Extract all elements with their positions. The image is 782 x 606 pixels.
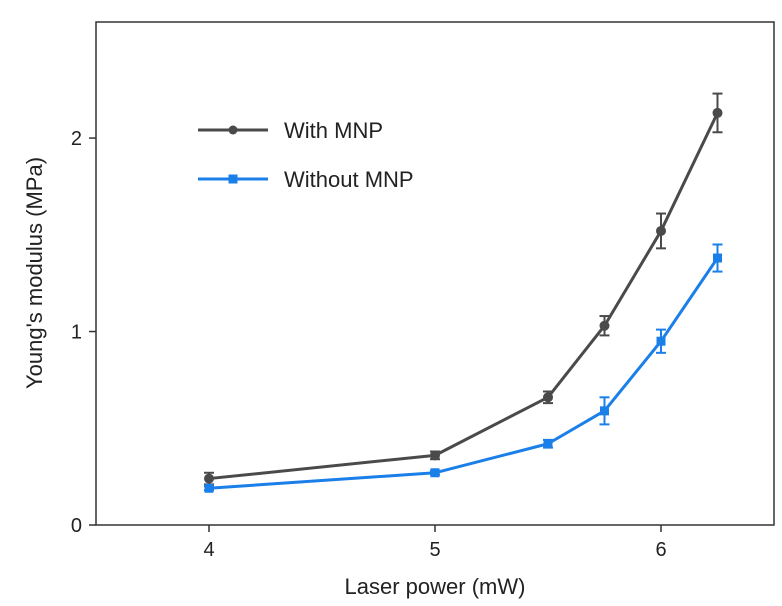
y-tick-label: 0 — [71, 515, 82, 537]
data-point — [656, 225, 666, 236]
series-with-mnp — [204, 92, 723, 486]
data-point — [600, 406, 609, 416]
series-line-with-mnp — [208, 112, 719, 481]
legend-marker-with-mnp — [228, 125, 238, 135]
series-layer — [204, 92, 723, 493]
data-point — [599, 320, 610, 331]
y-axis-title: Young's modulus (MPa) — [22, 157, 47, 389]
data-point — [713, 253, 722, 263]
plot-frame — [95, 21, 775, 526]
series-without-mnp — [204, 243, 723, 493]
data-point — [430, 468, 440, 478]
legend: With MNP Without MNP — [198, 118, 414, 192]
y-axis-ticks: 0 1 2 — [71, 128, 96, 537]
x-tick-label: 4 — [203, 539, 214, 561]
y-tick-label: 2 — [71, 128, 82, 150]
legend-marker-without-mnp — [228, 174, 238, 184]
x-tick-label: 5 — [429, 539, 440, 561]
x-axis-ticks: 4 5 6 — [203, 525, 667, 561]
data-point — [543, 392, 553, 403]
data-point — [430, 450, 440, 461]
x-tick-label: 6 — [655, 539, 666, 561]
data-point — [656, 336, 666, 346]
series-line-without-mnp — [208, 257, 719, 490]
legend-label-with-mnp: With MNP — [284, 118, 383, 143]
data-point — [204, 473, 214, 484]
legend-item-without-mnp: Without MNP — [198, 167, 414, 192]
x-axis-title: Laser power (mW) — [345, 574, 526, 599]
data-point — [204, 483, 214, 493]
legend-item-with-mnp: With MNP — [198, 118, 383, 143]
y-tick-label: 1 — [71, 322, 82, 344]
legend-label-without-mnp: Without MNP — [284, 167, 414, 192]
data-point — [712, 107, 723, 118]
data-point — [543, 439, 553, 449]
